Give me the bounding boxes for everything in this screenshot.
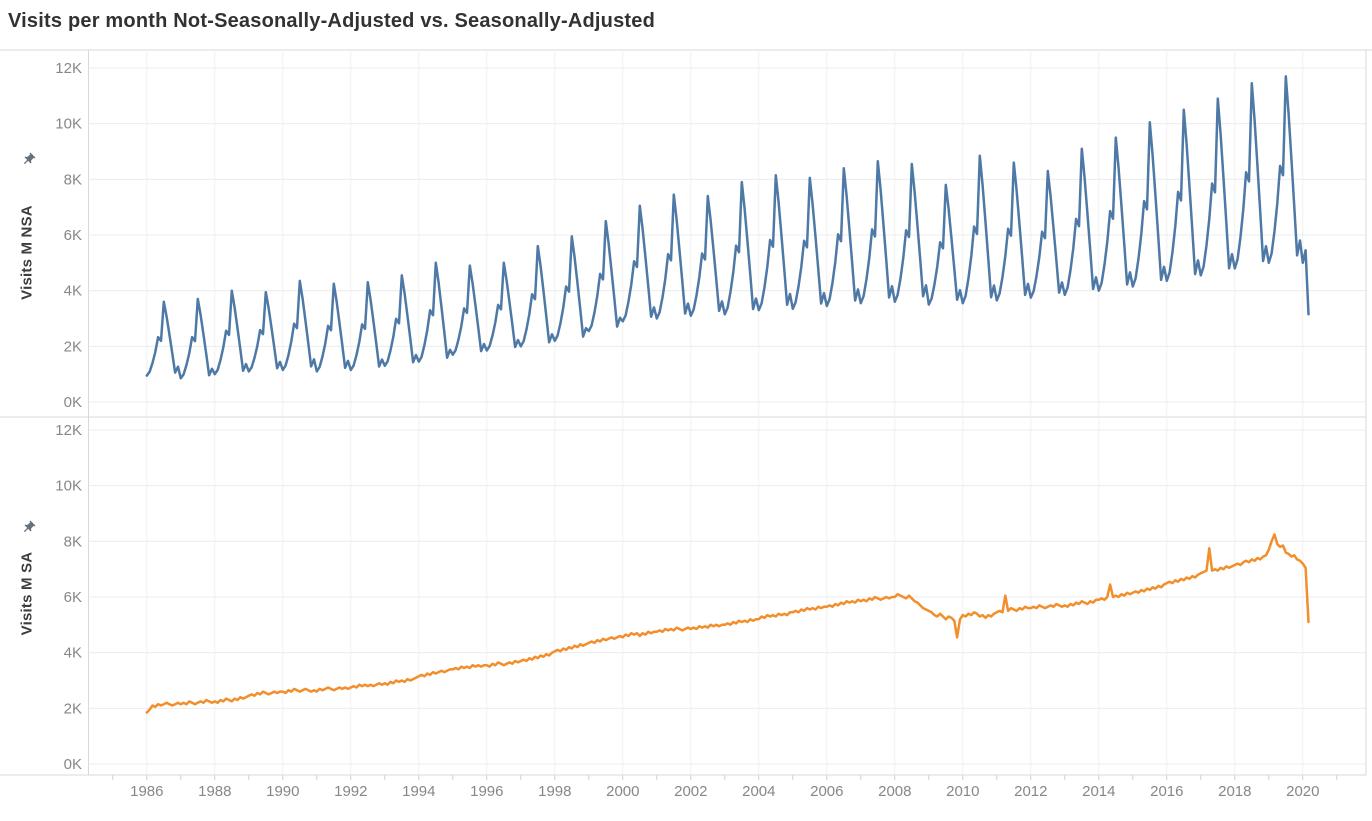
x-tick-label: 2004 xyxy=(742,783,775,800)
x-tick-label: 2000 xyxy=(606,783,639,800)
pin-icon[interactable] xyxy=(18,517,39,538)
x-tick-label: 2012 xyxy=(1014,783,1047,800)
x-tick-label: 1992 xyxy=(334,783,367,800)
x-tick-label: 2018 xyxy=(1218,783,1251,800)
y-tick-label: 4K xyxy=(64,283,82,300)
y-tick-label: 2K xyxy=(64,700,82,717)
x-tick-label: 2014 xyxy=(1082,783,1115,800)
y-tick-label: 6K xyxy=(64,589,82,606)
x-tick-label: 1988 xyxy=(198,783,231,800)
x-tick-label: 2016 xyxy=(1150,783,1183,800)
x-tick-label: 1994 xyxy=(402,783,435,800)
x-tick-label: 2008 xyxy=(878,783,911,800)
y-tick-label: 4K xyxy=(64,645,82,662)
nsa-axis-title: Visits M NSA xyxy=(18,205,36,300)
y-tick-label: 10K xyxy=(55,116,82,133)
y-tick-label: 12K xyxy=(55,60,82,77)
x-tick-label: 2006 xyxy=(810,783,843,800)
y-tick-label: 8K xyxy=(64,171,82,188)
y-tick-label: 12K xyxy=(55,422,82,439)
chart-title: Visits per month Not-Seasonally-Adjusted… xyxy=(8,10,656,32)
pin-icon[interactable] xyxy=(18,149,39,170)
y-tick-label: 6K xyxy=(64,227,82,244)
x-tick-label: 2020 xyxy=(1286,783,1319,800)
pin-icon-glyph xyxy=(24,152,36,164)
y-tick-label: 2K xyxy=(64,338,82,355)
y-tick-label: 0K xyxy=(64,394,82,411)
x-tick-label: 1998 xyxy=(538,783,571,800)
y-tick-label: 0K xyxy=(64,756,82,773)
sa-line-series[interactable] xyxy=(145,533,1310,714)
axes xyxy=(0,49,1372,780)
x-tick-label: 1996 xyxy=(470,783,503,800)
x-tick-label: 2010 xyxy=(946,783,979,800)
nsa-line-series[interactable] xyxy=(145,75,1310,380)
x-tick-label: 1990 xyxy=(266,783,299,800)
y-tick-label: 10K xyxy=(55,478,82,495)
pin-icon-glyph xyxy=(24,520,36,532)
series-marks xyxy=(145,75,1310,714)
x-tick-label: 2002 xyxy=(674,783,707,800)
y-tick-label: 8K xyxy=(64,533,82,550)
axis-labels: 0K 2K 4K 6K 8K 10K 12K 0K 2K 4K 6K 8K 10K 12K 1986 1988… xyxy=(55,60,1319,800)
x-tick-label: 1986 xyxy=(130,783,163,800)
gridlines xyxy=(89,51,1366,774)
